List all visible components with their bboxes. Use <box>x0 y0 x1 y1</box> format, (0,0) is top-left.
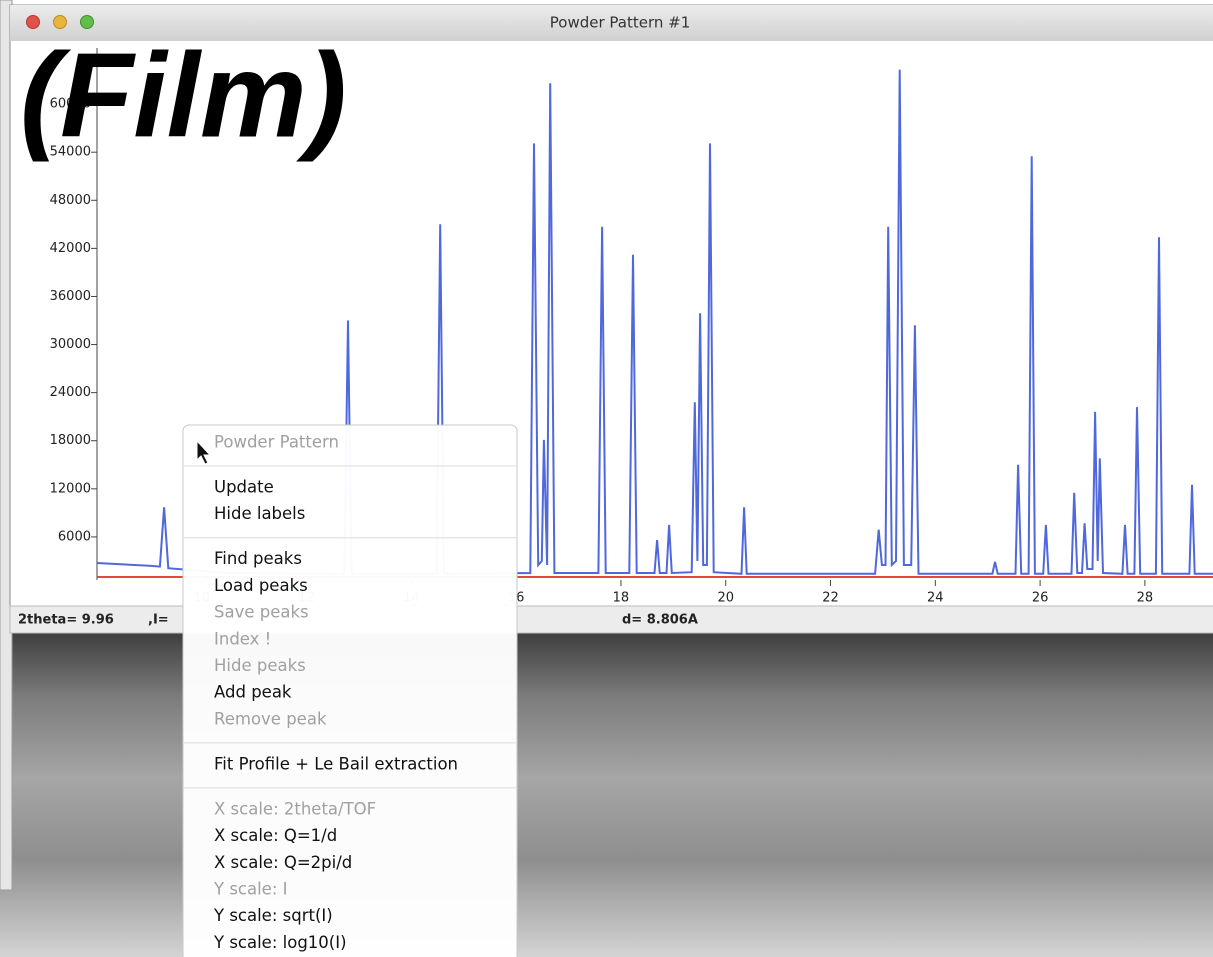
y-tick-label: 12000 <box>50 481 91 496</box>
y-tick-label: 24000 <box>50 385 91 400</box>
x-tick-label: 20 <box>717 591 734 606</box>
minimize-button[interactable] <box>54 16 67 29</box>
menu-item[interactable]: X scale: Q=1/d <box>214 826 337 845</box>
y-tick-label: 18000 <box>50 433 91 448</box>
page: Powder Pattern #1 6000 12000 18000 24000 300… <box>0 0 1213 957</box>
menu-item: Remove peak <box>214 709 327 728</box>
y-tick-label: 6000 <box>58 529 91 544</box>
menu-item: Hide peaks <box>214 656 306 675</box>
menu-item[interactable]: Find peaks <box>214 549 302 568</box>
menu-item[interactable]: Load peaks <box>214 576 308 595</box>
menu-item: Y scale: I <box>213 880 288 899</box>
x-tick-label: 22 <box>822 591 839 606</box>
menu-item: Index ! <box>214 629 271 648</box>
menu-item[interactable]: Y scale: log10(I) <box>213 933 347 952</box>
context-menu: Powder Pattern Update Hide labels Find peak… <box>183 425 517 957</box>
close-button[interactable] <box>27 16 40 29</box>
menu-item: Save peaks <box>214 603 309 622</box>
x-tick-label: 18 <box>613 591 630 606</box>
x-tick-label: 28 <box>1137 591 1154 606</box>
y-tick-label: 48000 <box>50 193 91 208</box>
menu-item[interactable]: X scale: Q=2pi/d <box>214 853 352 872</box>
desktop <box>0 632 1213 957</box>
y-tick-label: 30000 <box>50 337 91 352</box>
menu-item[interactable]: Add peak <box>214 683 292 702</box>
zoom-button[interactable] <box>81 16 94 29</box>
x-tick-label: 26 <box>1032 591 1049 606</box>
overlay-text: (Film) <box>20 29 347 163</box>
window-title: Powder Pattern #1 <box>550 14 691 32</box>
menu-item: X scale: 2theta/TOF <box>214 799 376 818</box>
menu-item[interactable]: Hide labels <box>214 504 305 523</box>
y-tick-label: 42000 <box>50 241 91 256</box>
x-tick-label: 24 <box>927 591 944 606</box>
menu-item[interactable]: Fit Profile + Le Bail extraction <box>214 754 458 773</box>
menu-item[interactable]: Y scale: sqrt(I) <box>213 906 333 925</box>
status-text: 2theta= 9.96 <box>18 613 114 628</box>
status-text: ,I= <box>148 613 169 628</box>
screen: Powder Pattern #1 6000 12000 18000 24000 300… <box>0 0 1213 957</box>
y-tick-label: 36000 <box>50 289 91 304</box>
menu-header: Powder Pattern <box>214 433 339 452</box>
status-text: d= 8.806A <box>622 613 698 628</box>
menu-item[interactable]: Update <box>214 478 274 497</box>
